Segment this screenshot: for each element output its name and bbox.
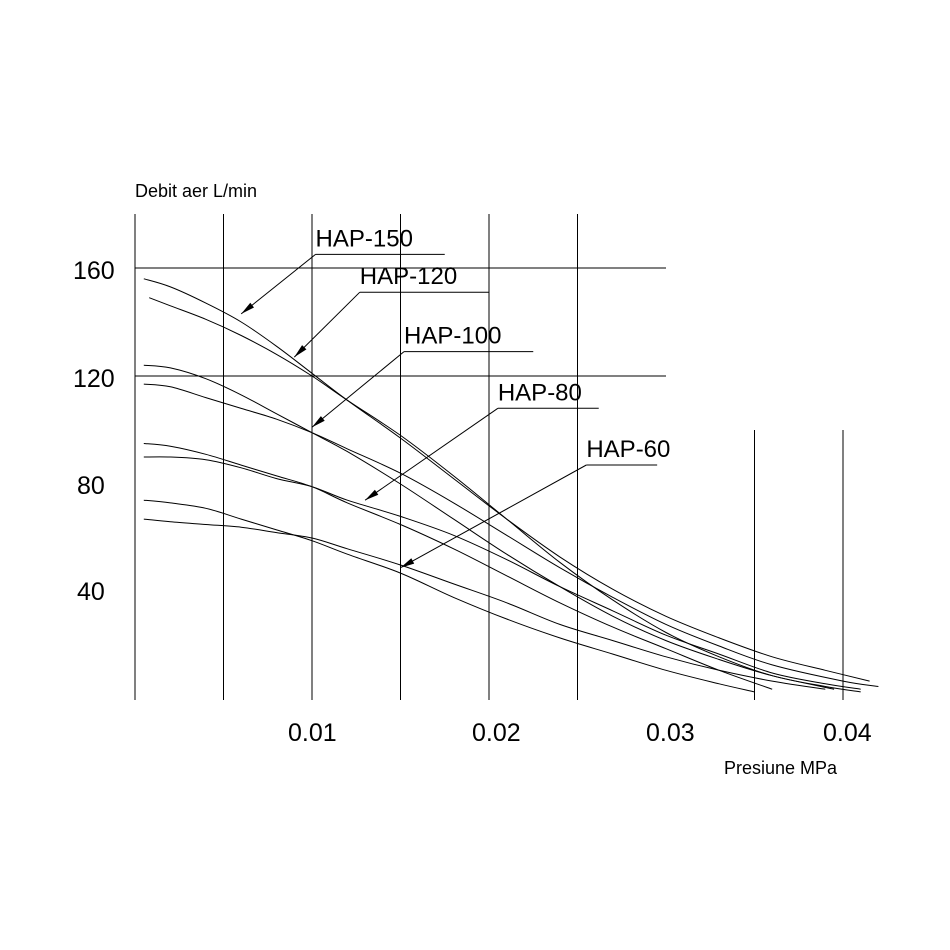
leader-arrowhead [312, 416, 325, 428]
leader-arrowhead [241, 302, 254, 314]
leader-arrowhead [294, 345, 307, 358]
series-label: HAP-120 [360, 263, 457, 290]
x-tick-label: 0.04 [823, 719, 872, 747]
leader-arrowhead [400, 558, 415, 568]
y-tick-label: 160 [73, 257, 115, 285]
x-tick-label: 0.01 [288, 719, 337, 747]
series-label: HAP-80 [498, 379, 582, 406]
series-curve-hap-120 [143, 383, 879, 687]
y-tick-label: 120 [73, 365, 115, 393]
series-curve-hap-150 [143, 278, 870, 682]
y-tick-label: 80 [77, 472, 105, 500]
grid [134, 214, 844, 700]
series-label: HAP-60 [586, 436, 670, 463]
x-tick-label: 0.03 [646, 719, 695, 747]
leader-line [400, 464, 587, 569]
series-curve-hap-80 [143, 518, 826, 690]
leader-line [311, 351, 405, 428]
annotations: HAP-150 HAP-120 HAP-100 HAP-80 HAP-60 [240, 225, 670, 569]
x-tick-label: 0.02 [472, 719, 521, 747]
series-curve-hap-100 [143, 443, 773, 690]
leader-arrowhead [365, 489, 379, 501]
y-tick-label: 40 [77, 578, 105, 606]
series-curve-hap-120 [143, 364, 835, 690]
series-curve-hap-100 [143, 456, 861, 690]
labels: Debit aer L/min Presiune MPa 160 120 80 … [73, 181, 872, 778]
curves [143, 278, 879, 693]
series-label: HAP-100 [404, 323, 501, 350]
leader-line [293, 291, 361, 358]
leader-line [240, 254, 316, 315]
x-axis-title: Presiune MPa [724, 758, 838, 778]
y-axis-title: Debit aer L/min [135, 181, 257, 201]
series-curve-hap-150 [149, 297, 861, 693]
leader-line [364, 407, 499, 501]
series-label: HAP-150 [316, 225, 413, 252]
series-curve-hap-80 [143, 499, 755, 693]
